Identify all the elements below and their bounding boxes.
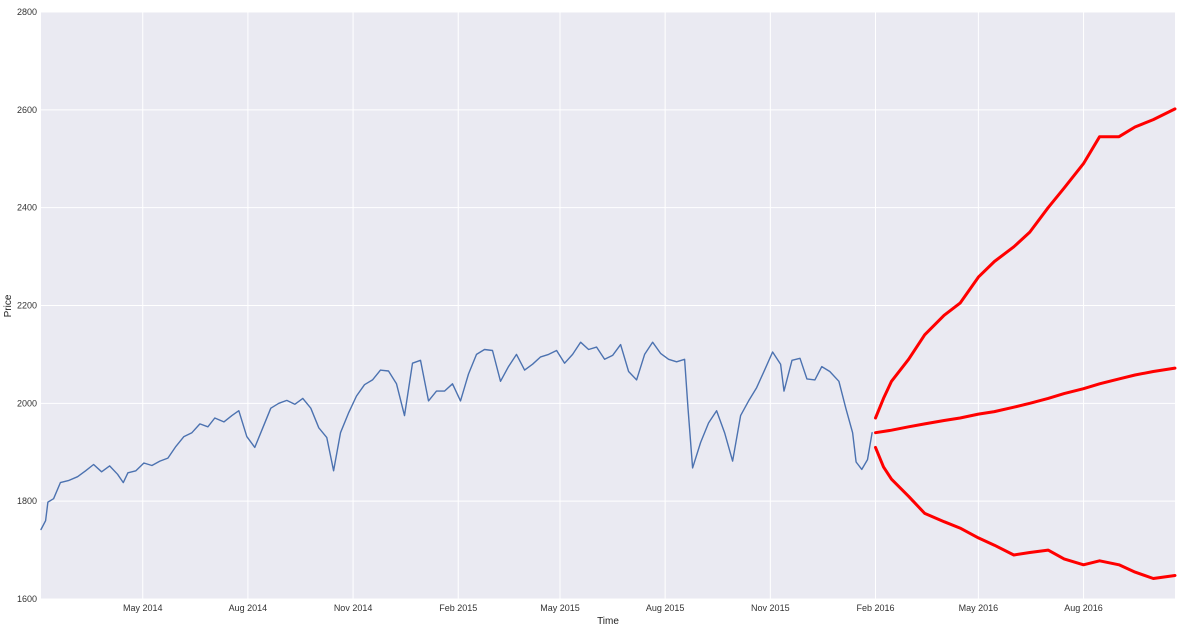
y-tick-label: 1600 bbox=[17, 594, 37, 604]
series-line-forecast bbox=[874, 445, 1177, 580]
x-tick-label: May 2015 bbox=[540, 603, 580, 613]
y-tick-label: 2600 bbox=[17, 105, 37, 115]
x-axis-label: Time bbox=[597, 616, 619, 627]
x-tick-label: Nov 2014 bbox=[334, 603, 373, 613]
x-tick-label: Aug 2016 bbox=[1064, 603, 1103, 613]
series-line-forecast bbox=[874, 107, 1177, 420]
series-line-historical bbox=[40, 341, 873, 531]
x-axis: May 2014 Aug 2014 Nov 2014 Feb 2015 May 2015… bbox=[123, 603, 1103, 613]
x-tick-label: Aug 2015 bbox=[646, 603, 685, 613]
x-tick-label: May 2016 bbox=[959, 603, 999, 613]
series-layer bbox=[40, 107, 1177, 580]
x-tick-label: Feb 2015 bbox=[439, 603, 477, 613]
y-tick-label: 1800 bbox=[17, 496, 37, 506]
x-tick-label: Feb 2016 bbox=[856, 603, 894, 613]
y-axis: 1600 1800 2000 2200 2400 2600 2800 bbox=[17, 7, 37, 604]
series-line-forecast bbox=[874, 366, 1177, 435]
x-tick-label: May 2014 bbox=[123, 603, 163, 613]
x-tick-label: Nov 2015 bbox=[751, 603, 790, 613]
y-axis-label: Price bbox=[3, 294, 14, 317]
y-tick-label: 2000 bbox=[17, 398, 37, 408]
y-tick-label: 2400 bbox=[17, 203, 37, 213]
y-tick-label: 2800 bbox=[17, 7, 37, 17]
x-tick-label: Aug 2014 bbox=[229, 603, 268, 613]
y-tick-label: 2200 bbox=[17, 301, 37, 311]
grid bbox=[41, 11, 1175, 600]
